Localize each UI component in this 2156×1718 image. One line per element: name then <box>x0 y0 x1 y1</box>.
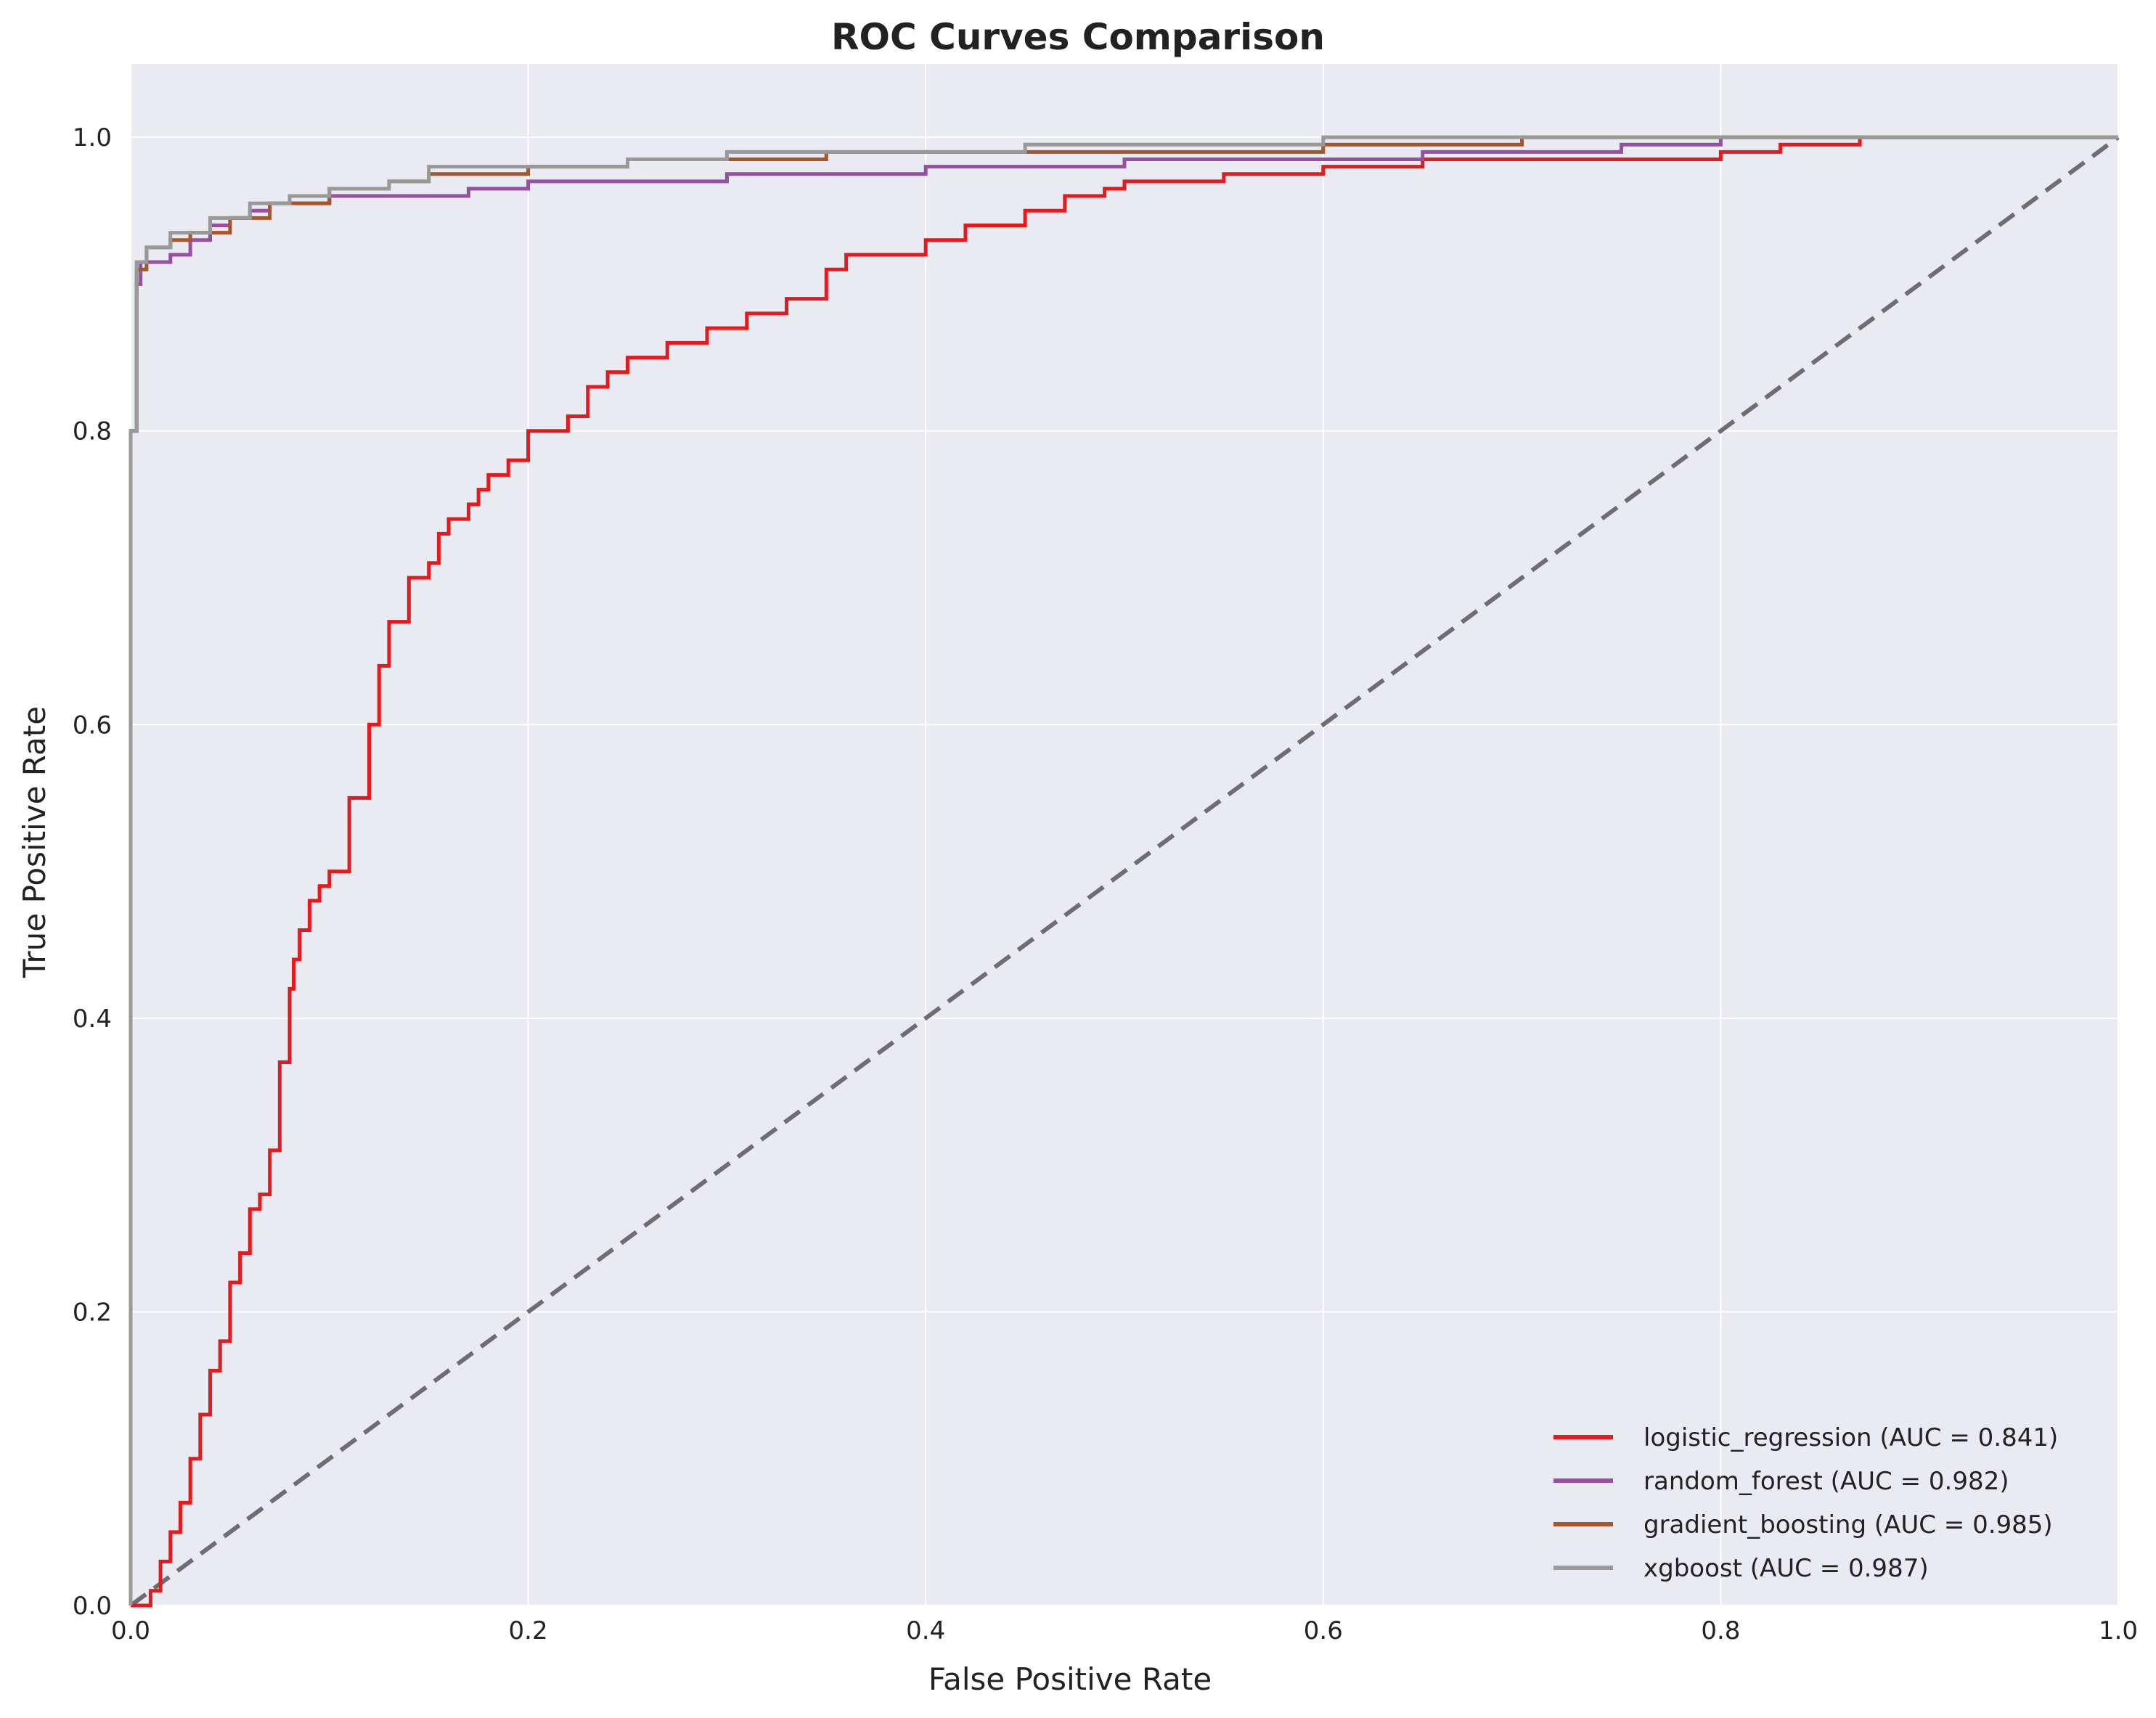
x-tick-labels: 0.0 0.2 0.4 0.6 0.8 1.0 <box>111 1616 2138 1645</box>
legend-label: random_forest (AUC = 0.982) <box>1643 1467 2009 1496</box>
series-line-3 <box>128 135 2118 1605</box>
x-tick-label: 0.2 <box>509 1616 548 1645</box>
y-axis-title: True Positive Rate <box>17 706 52 978</box>
legend: logistic_regression (AUC = 0.841) random_… <box>1553 1423 2058 1583</box>
y-tick-label: 0.4 <box>73 1005 112 1034</box>
y-tick-label: 0.6 <box>73 711 112 740</box>
y-tick-label: 0.8 <box>73 417 112 446</box>
series-line-0 <box>131 135 2118 1608</box>
legend-label: logistic_regression (AUC = 0.841) <box>1643 1423 2058 1452</box>
plot-area <box>131 64 2118 1605</box>
x-tick-label: 1.0 <box>2099 1616 2138 1645</box>
legend-label: xgboost (AUC = 0.987) <box>1643 1554 1929 1583</box>
x-tick-label: 0.6 <box>1304 1616 1343 1645</box>
y-tick-label: 0.0 <box>73 1592 112 1621</box>
x-tick-label: 0.8 <box>1701 1616 1740 1645</box>
x-axis-title: False Positive Rate <box>928 1661 1212 1697</box>
x-tick-label: 0.0 <box>111 1616 150 1645</box>
y-tick-label: 1.0 <box>73 123 112 152</box>
diagonal-layer <box>129 135 2120 1608</box>
y-tick-label: 0.2 <box>73 1298 112 1327</box>
y-tick-labels: 0.0 0.2 0.4 0.6 0.8 1.0 <box>73 123 112 1621</box>
random-baseline-line <box>129 135 2120 1608</box>
chart-title: ROC Curves Comparison <box>831 16 1325 58</box>
x-tick-label: 0.4 <box>906 1616 945 1645</box>
grid-lines <box>130 64 2119 1606</box>
legend-label: gradient_boosting (AUC = 0.985) <box>1643 1510 2053 1539</box>
series-layer <box>128 135 2118 1608</box>
